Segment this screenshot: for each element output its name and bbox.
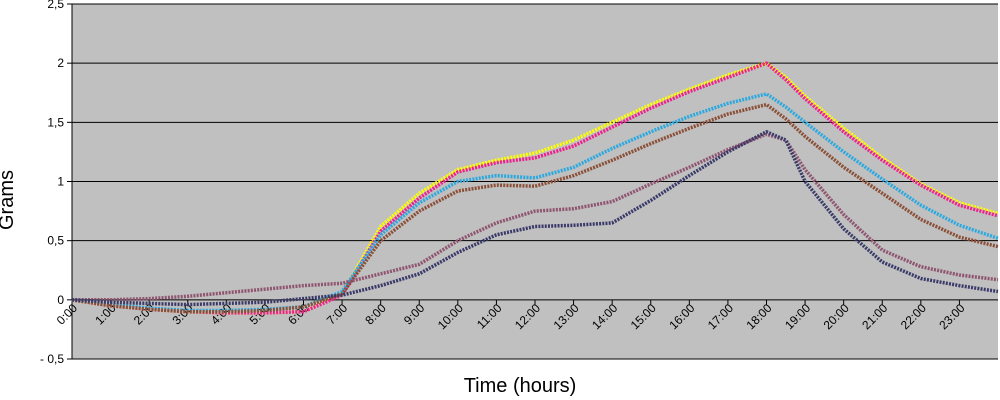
y-tick-label: 2 bbox=[57, 56, 64, 70]
y-tick-label: 1,5 bbox=[47, 115, 64, 129]
y-tick-label: 0 bbox=[57, 293, 64, 307]
series-line bbox=[72, 132, 999, 302]
series-lines bbox=[71, 61, 999, 315]
y-axis-ticks: - 0,5 0 0,5 1 1,5 2 2,5 bbox=[40, 0, 72, 366]
series-line bbox=[71, 130, 999, 307]
y-tick-label: 2,5 bbox=[47, 0, 64, 11]
y-axis-title: Grams bbox=[0, 170, 18, 230]
x-axis-title: Time (hours) bbox=[464, 375, 577, 397]
series-line bbox=[71, 102, 999, 314]
y-tick-label: - 0,5 bbox=[40, 352, 64, 366]
y-tick-label: 1 bbox=[57, 175, 64, 189]
y-tick-label: 0,5 bbox=[47, 234, 64, 248]
gridlines bbox=[72, 3, 998, 360]
